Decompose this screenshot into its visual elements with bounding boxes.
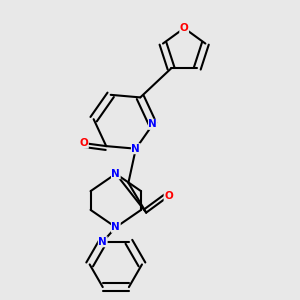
- Text: O: O: [180, 23, 189, 33]
- Text: O: O: [80, 138, 88, 148]
- Text: N: N: [111, 222, 120, 232]
- Text: N: N: [111, 169, 120, 179]
- Text: N: N: [148, 119, 157, 129]
- Text: N: N: [131, 144, 140, 154]
- Text: N: N: [98, 237, 107, 247]
- Text: O: O: [164, 191, 173, 201]
